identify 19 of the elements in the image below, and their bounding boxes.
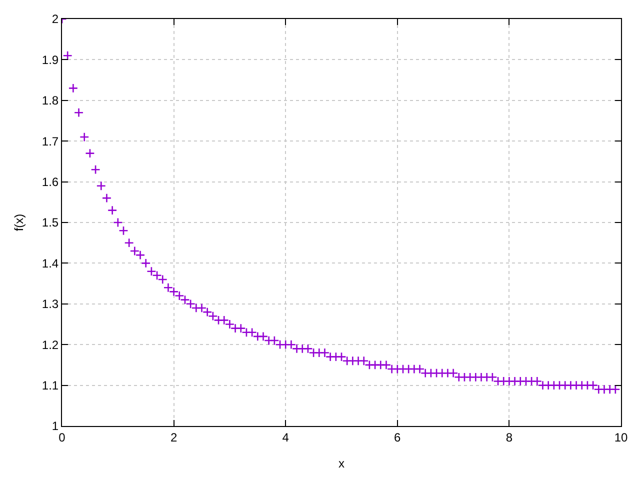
- x-axis-title: x: [338, 456, 344, 470]
- y-tick-label: 1.9: [42, 52, 59, 67]
- y-tick-label: 1.5: [42, 216, 59, 230]
- x-tick-label: 8: [506, 430, 513, 444]
- x-tick-label: 2: [170, 430, 178, 444]
- y-tick-label: 1.8: [42, 94, 59, 108]
- y-tick-label: 1.2: [42, 338, 59, 352]
- y-tick-label: 1.3: [42, 297, 59, 312]
- x-tick-label: 6: [394, 430, 402, 444]
- y-tick-label: 1.4: [42, 256, 59, 270]
- x-tick-label: 10: [614, 430, 628, 444]
- y-tick-label: 1: [52, 419, 59, 434]
- x-tick-label: 0: [58, 430, 66, 444]
- y-tick-label: 2: [52, 12, 59, 26]
- y-tick-label: 1.6: [42, 175, 59, 189]
- y-tick-label: 1.1: [42, 378, 59, 392]
- y-axis-title: f(x): [12, 214, 26, 232]
- x-tick-label: 4: [282, 430, 290, 444]
- y-tick-label: 1.7: [42, 134, 59, 148]
